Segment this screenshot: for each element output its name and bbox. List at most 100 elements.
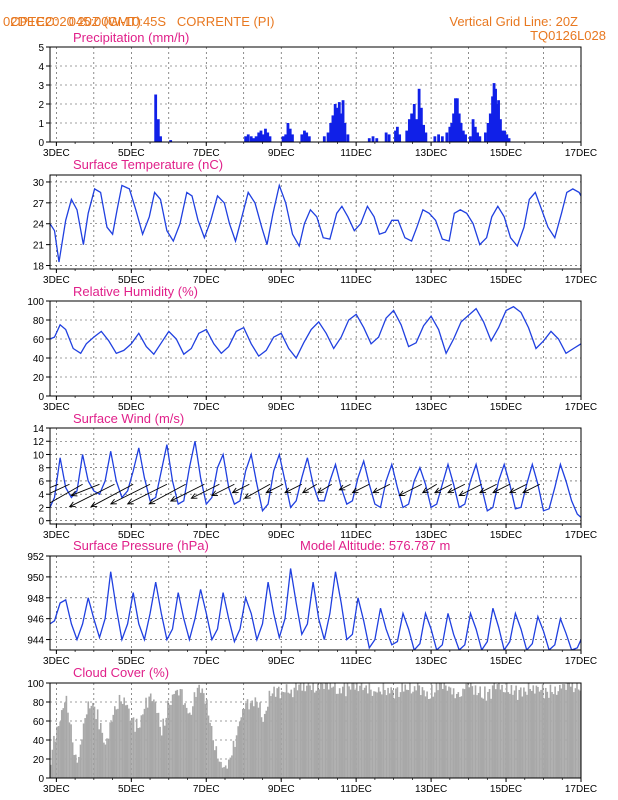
- cloud-bar: [438, 683, 441, 778]
- cloud-bar: [131, 718, 133, 778]
- cloud-bar: [485, 700, 488, 778]
- precip-bar: [494, 88, 497, 142]
- x-tick-label: 5DEC: [118, 784, 145, 795]
- y-tick-label: 948: [27, 594, 44, 605]
- cloud-bar: [440, 683, 442, 778]
- wind-arrow-head: [169, 496, 177, 502]
- cloud-bar: [565, 689, 567, 778]
- cloud-bar: [53, 735, 55, 778]
- x-tick-label: 15DEC: [490, 784, 522, 795]
- cloud-bar: [546, 691, 549, 778]
- y-tick-label: 0: [38, 392, 44, 403]
- precip-bar: [246, 134, 250, 142]
- y-tick-label: 21: [33, 241, 45, 252]
- cloud-bar: [301, 690, 303, 778]
- cloud-bar: [240, 717, 243, 778]
- precip-bar: [412, 104, 416, 142]
- cloud-bar: [146, 707, 149, 778]
- cloud-bar: [335, 693, 338, 778]
- x-tick-label: 3DEC: [43, 148, 70, 159]
- x-tick-label: 5DEC: [118, 275, 145, 286]
- cloud-bar: [519, 687, 522, 778]
- cloud-bar: [399, 692, 402, 778]
- cloud-bar: [165, 717, 168, 778]
- cloud-bar: [254, 697, 257, 778]
- precip-bar: [499, 119, 502, 142]
- cloud-bar: [437, 690, 439, 778]
- cloud-bar: [89, 708, 91, 778]
- precip-bar: [261, 134, 265, 142]
- cloud-bar: [224, 765, 227, 778]
- cloud-bar: [265, 710, 268, 778]
- cloud-bar: [78, 756, 80, 778]
- wind-arrow: [211, 483, 235, 496]
- cloud-bar: [204, 703, 207, 778]
- cloud-bar: [318, 689, 321, 778]
- cloud-bar: [203, 693, 205, 778]
- cloud-bar: [217, 758, 219, 778]
- cloud-bar: [215, 746, 218, 778]
- cloud-bar: [465, 683, 467, 778]
- cloud-bar: [120, 701, 122, 778]
- location-label: 045:00W-10:45S CORRENTE (PI): [68, 14, 275, 29]
- cloud-bar: [452, 688, 455, 778]
- cloud-bar: [171, 694, 174, 778]
- panel-title: Relative Humidity (%): [73, 284, 198, 299]
- cloud-bar: [327, 689, 330, 778]
- cloud-bar: [149, 693, 152, 778]
- y-tick-label: 12: [33, 437, 45, 448]
- cloud-bar: [174, 690, 177, 778]
- precip-bar: [497, 100, 500, 142]
- cloud-bar: [309, 685, 311, 778]
- panel-frame: [49, 427, 582, 525]
- cloud-bar: [76, 762, 79, 778]
- series-line: [50, 183, 581, 263]
- cloud-bar: [379, 691, 382, 778]
- cloud-bar: [312, 683, 314, 778]
- cloud-bar: [101, 732, 104, 778]
- cloud-bar: [393, 698, 396, 778]
- cloud-bar: [451, 694, 453, 778]
- cloud-bar: [391, 690, 394, 778]
- x-tick-label: 5DEC: [118, 402, 145, 413]
- x-tick-label: 17DEC: [565, 656, 597, 667]
- cloud-bar: [85, 714, 88, 778]
- cloud-bar: [507, 692, 510, 778]
- cloud-bar: [128, 708, 130, 778]
- cloud-bar: [387, 687, 389, 778]
- precip-bar: [264, 128, 267, 142]
- wind-arrow: [232, 483, 250, 494]
- wind-arrow-head: [338, 484, 346, 491]
- source-label: CPTEC:: [10, 14, 58, 29]
- cloud-bar: [501, 684, 503, 778]
- cloud-bar: [263, 713, 266, 778]
- cloud-bar: [315, 690, 318, 778]
- x-tick-label: 3DEC: [43, 784, 70, 795]
- cloud-bar: [579, 690, 581, 778]
- cloud-bar: [357, 691, 360, 778]
- cloud-bar: [552, 694, 555, 778]
- cloud-bar: [199, 692, 202, 778]
- cloud-bar: [384, 690, 386, 778]
- cloud-bar: [352, 683, 355, 778]
- cloud-bar: [71, 742, 74, 778]
- cloud-bar: [515, 685, 517, 778]
- cloud-bar: [173, 693, 175, 778]
- cloud-bar: [341, 686, 344, 778]
- cloud-bar: [160, 735, 163, 778]
- cloud-bar: [345, 696, 347, 778]
- cloud-bar: [388, 693, 391, 778]
- y-tick-label: 2: [38, 503, 44, 514]
- x-tick-label: 7DEC: [193, 784, 220, 795]
- plot-area: [50, 568, 581, 650]
- cloud-bar: [454, 698, 457, 778]
- cloud-bar: [351, 683, 353, 778]
- cloud-bar: [576, 683, 578, 778]
- cloud-bar: [523, 687, 525, 778]
- cloud-bar: [288, 693, 291, 778]
- precip-bar: [266, 132, 270, 142]
- cloud-bar: [104, 744, 107, 778]
- cloud-bar: [412, 691, 414, 778]
- x-tick-label: 9DEC: [268, 530, 295, 541]
- cloud-bar: [434, 692, 436, 778]
